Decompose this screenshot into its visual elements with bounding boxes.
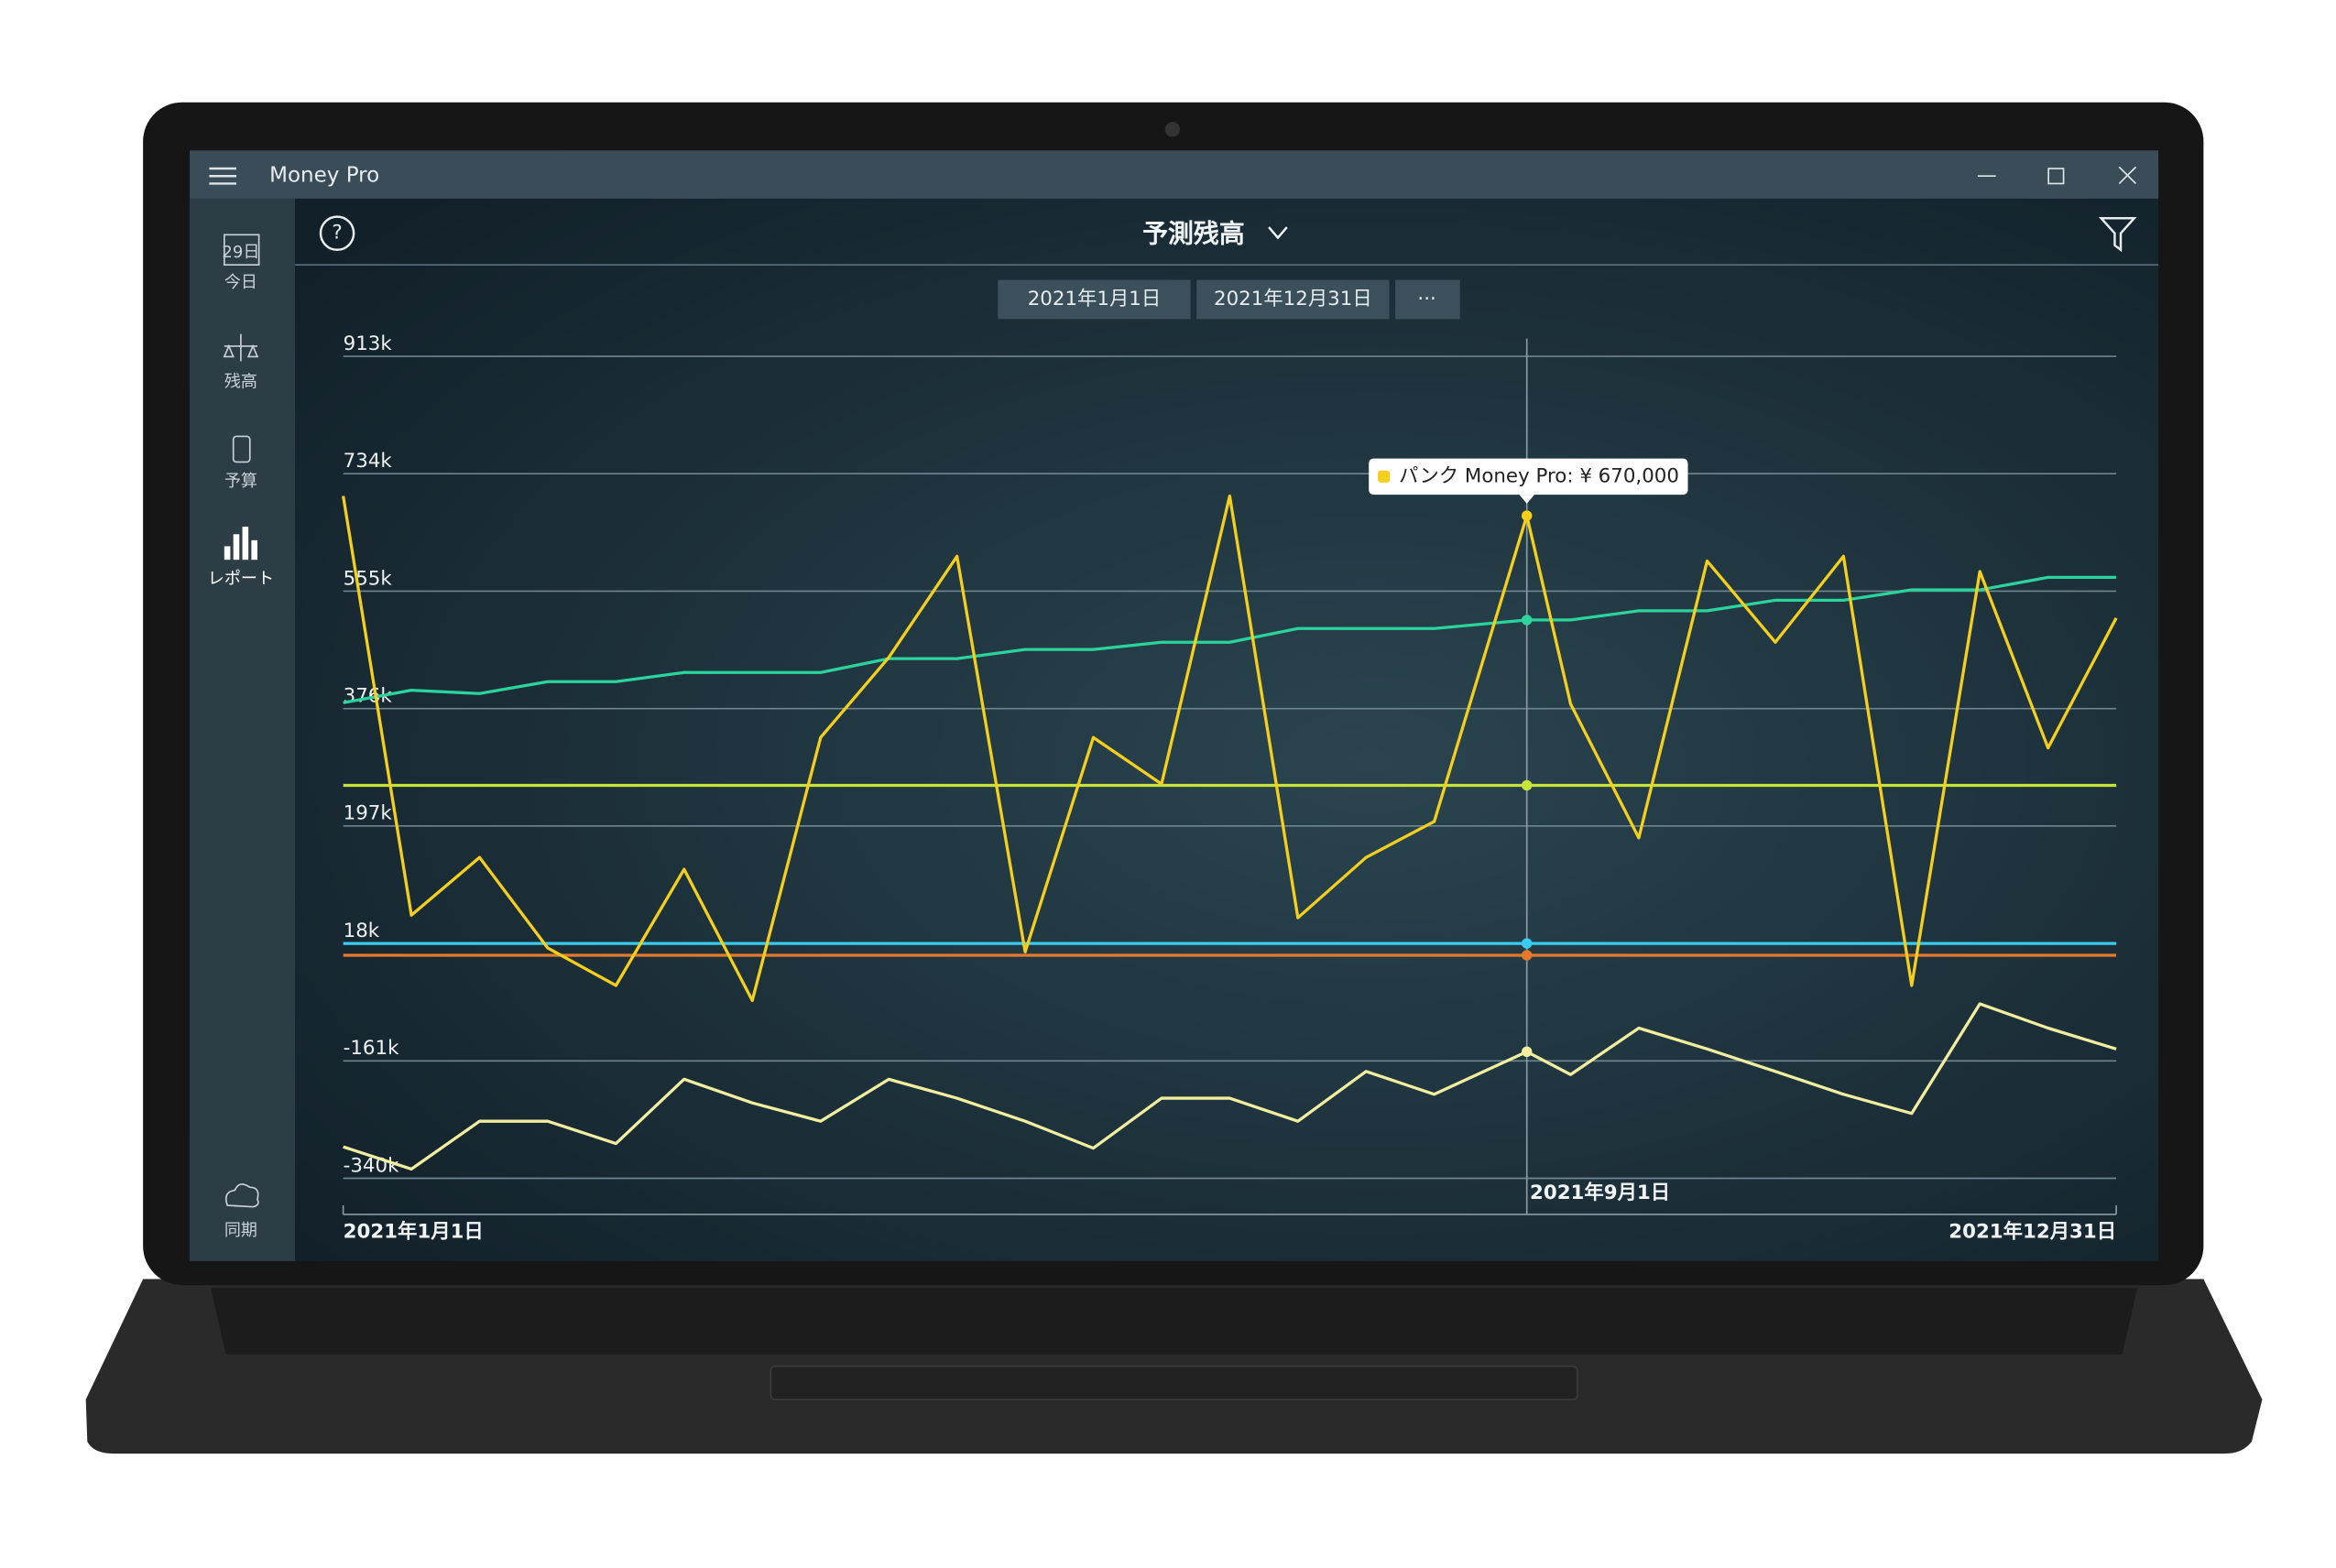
end-date: 2021年12月31日 (1214, 288, 1372, 310)
filter-button[interactable] (2098, 217, 2137, 253)
sync-icon (224, 1183, 259, 1208)
start-date: 2021年1月1日 (1028, 288, 1162, 310)
help-icon: ? (332, 222, 342, 245)
tooltip-swatch (1378, 470, 1391, 483)
hover-point (1521, 950, 1533, 961)
nav-sync[interactable]: 同期 (224, 1221, 257, 1240)
tooltip-box (1369, 458, 1688, 495)
end-date-button[interactable] (1196, 279, 1390, 320)
y-tick-label: -161k (344, 1037, 399, 1060)
y-tick-label: 734k (344, 450, 393, 473)
close-button[interactable] (2118, 166, 2137, 185)
screen (190, 150, 2159, 1261)
title-bar (190, 150, 2159, 199)
y-tick-label: 197k (344, 802, 393, 825)
trackpad (770, 1366, 1578, 1400)
report-title[interactable]: 予測残高 (1142, 218, 1245, 248)
balance-icon (223, 333, 259, 362)
budget-icon (232, 435, 251, 463)
webcam (1164, 122, 1181, 137)
series-line (343, 575, 2117, 704)
hover-point (1521, 1046, 1533, 1058)
more-label: ··· (1417, 288, 1435, 310)
nav-today[interactable]: 今日 (224, 273, 257, 292)
nav-balance[interactable]: 残高 (224, 372, 257, 391)
tooltip-pointer (1519, 495, 1534, 504)
x-tick-label: 2021年1月1日 (344, 1220, 484, 1244)
nav-report[interactable]: レポート (208, 570, 274, 589)
hover-point (1521, 510, 1533, 521)
restore-button[interactable] (2047, 168, 2065, 185)
series-line (343, 1002, 2117, 1171)
y-tick-label: 913k (344, 332, 393, 355)
x-tick-label: 2021年9月1日 (1530, 1181, 1670, 1204)
y-tick-label: 18k (344, 920, 380, 942)
y-tick-label: -340k (344, 1154, 399, 1177)
tooltip-text: パンク Money Pro: ¥ 670,000 (1399, 464, 1679, 487)
start-date-button[interactable] (998, 279, 1191, 320)
hover-point (1521, 779, 1533, 791)
x-tick-label: 2021年12月31日 (1948, 1220, 2116, 1244)
sidebar (190, 198, 296, 1261)
menu-button[interactable] (209, 167, 236, 185)
series-line (342, 494, 2118, 1003)
keyboard (211, 1288, 2138, 1355)
hover-point (1521, 615, 1533, 626)
nav-budget[interactable]: 予算 (224, 472, 257, 491)
hover-point (1521, 938, 1533, 949)
dropdown-icon[interactable] (1268, 226, 1288, 240)
help-button[interactable] (319, 215, 355, 251)
calendar-icon (224, 234, 260, 266)
more-button[interactable] (1395, 279, 1460, 320)
y-tick-label: 555k (344, 567, 393, 590)
calendar-day: 29日 (222, 243, 259, 262)
report-icon (224, 527, 257, 561)
app-title: Money Pro (269, 164, 379, 188)
chart: 913k734k555k376k197k18k-161k-340k2021年1月… (342, 332, 2118, 1244)
